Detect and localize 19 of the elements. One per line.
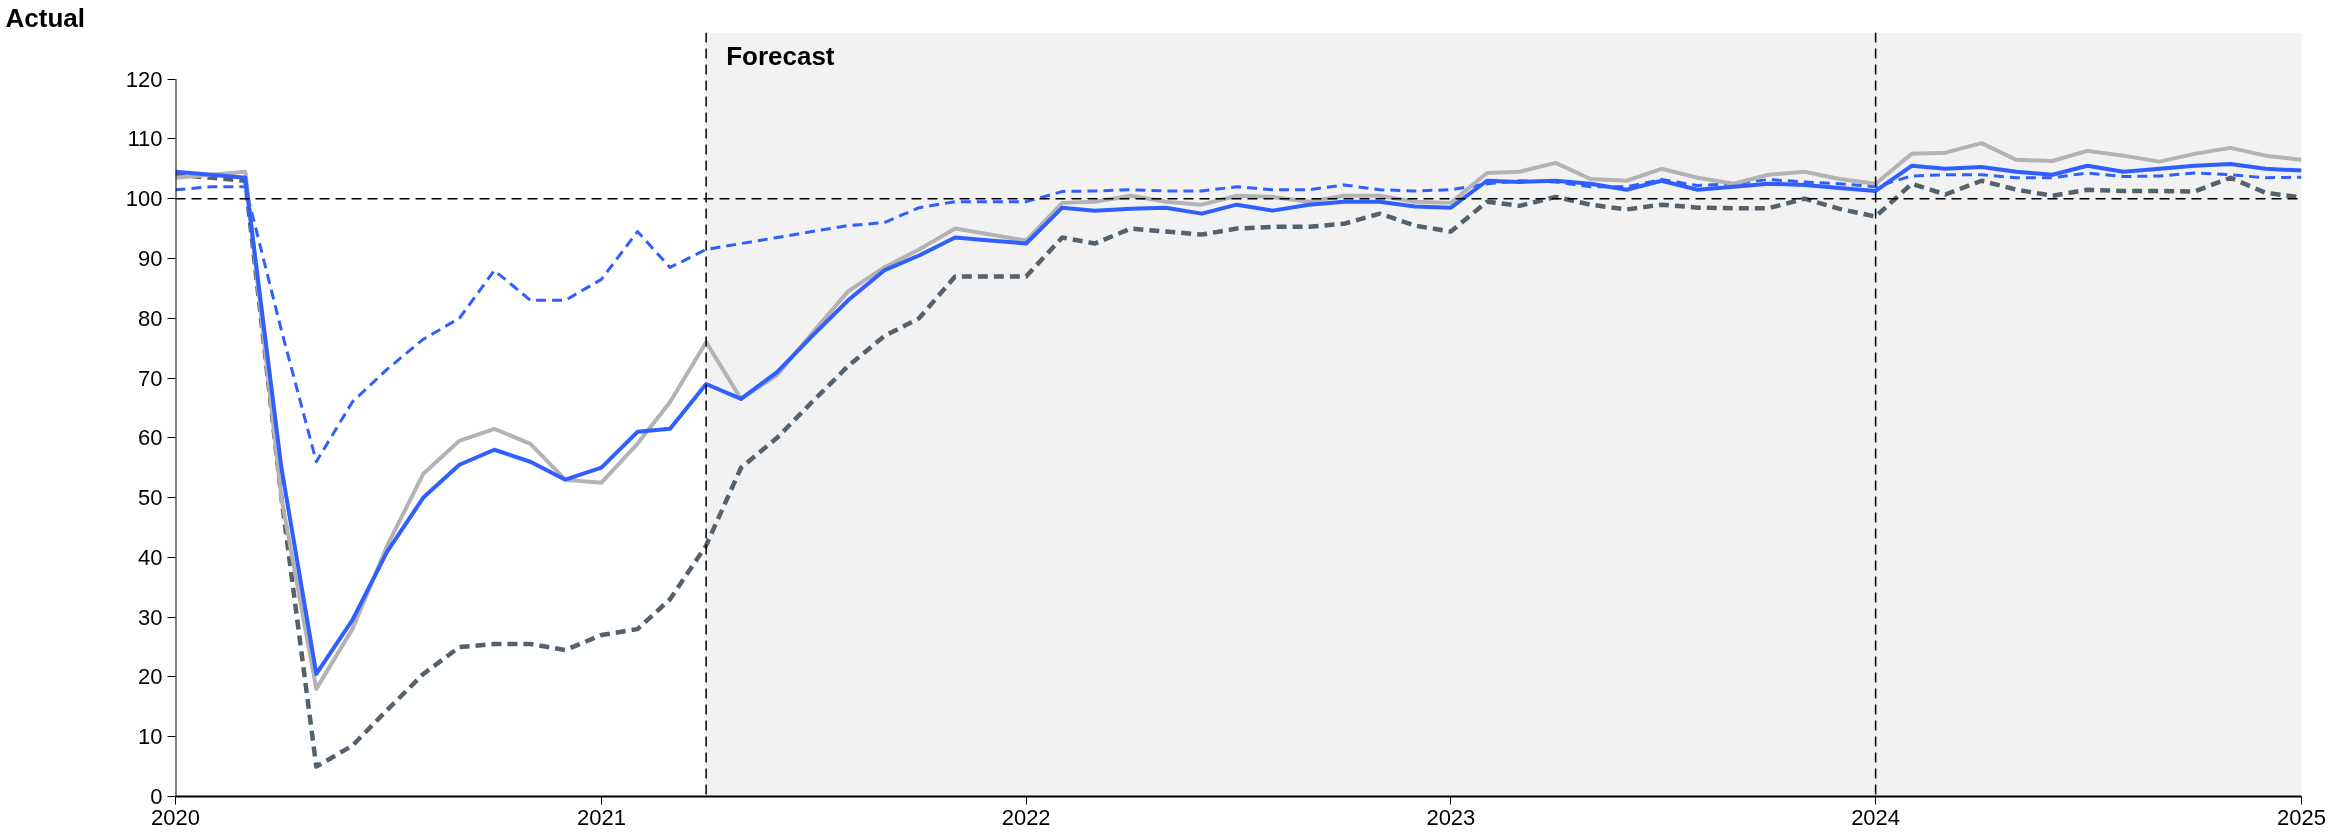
x-tick-label: 2025 — [2277, 804, 2326, 830]
y-tick-label: 10 — [138, 724, 163, 750]
x-tick-label: 2021 — [576, 804, 626, 830]
band-label: Forecast — [726, 41, 835, 72]
y-tick-label: 30 — [138, 604, 163, 630]
y-tick-label: 40 — [138, 544, 163, 570]
y-tick-label: 100 — [125, 186, 163, 212]
x-tick-label: 2023 — [1426, 804, 1476, 830]
y-tick-label: 60 — [138, 425, 163, 451]
y-tick-label: 120 — [125, 66, 163, 92]
y-tick-label: 90 — [138, 245, 163, 271]
y-tick-label: 20 — [138, 664, 163, 690]
y-tick-label: 110 — [127, 126, 163, 152]
text: Actual — [5, 2, 85, 33]
y-tick-label: 50 — [138, 485, 163, 511]
x-tick-label: 2022 — [1001, 804, 1051, 830]
y-tick-label: 70 — [138, 365, 163, 391]
y-tick-label: 80 — [138, 305, 163, 331]
x-tick-label: 2024 — [1851, 804, 1901, 830]
